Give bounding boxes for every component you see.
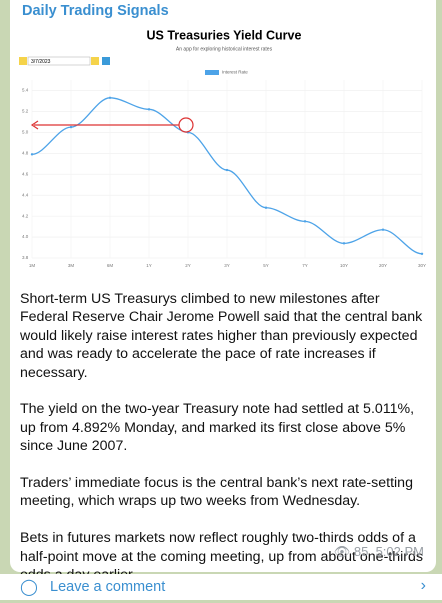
y-tick-label: 4.4 <box>22 192 29 197</box>
chart-subtitle: An app for exploring historical interest… <box>176 46 273 52</box>
views: 85 <box>353 544 369 559</box>
paragraph: The yield on the two-year Treasury note … <box>20 401 415 455</box>
x-tick-label: 3Y <box>224 263 230 268</box>
point <box>420 252 424 256</box>
y-tick-label: 4.8 <box>22 150 29 155</box>
point <box>108 96 112 100</box>
x-tick-label: 6M <box>107 263 114 268</box>
x-tick-label: 30Y <box>418 263 426 268</box>
y-tick-label: 5.0 <box>22 130 29 135</box>
paragraph: Traders’ immediate focus is the central … <box>20 475 413 510</box>
point <box>147 108 151 111</box>
y-tick-label: 3.8 <box>22 255 29 260</box>
date-input[interactable] <box>27 56 91 66</box>
point <box>342 242 346 245</box>
point <box>30 153 34 156</box>
calendar-button[interactable] <box>102 57 110 65</box>
y-tick-label: 4.2 <box>22 213 29 218</box>
point <box>264 206 268 209</box>
chart: US Treasuries Yield Curve An app for exp… <box>16 24 432 272</box>
arrow-head <box>30 120 39 130</box>
point <box>303 220 307 223</box>
x-tick-label: 3M <box>68 263 75 268</box>
channel-name[interactable]: Daily Trading Signals <box>22 3 169 19</box>
point <box>381 228 385 231</box>
paragraph: Short-term US Treasurys climbed to new m… <box>20 291 423 381</box>
time: 5:02 PM <box>375 544 424 559</box>
message-text: Short-term US Treasurys climbed to new m… <box>20 290 430 603</box>
point <box>225 168 229 172</box>
next-button[interactable] <box>91 57 99 65</box>
point <box>69 125 73 129</box>
x-tick-label: 20Y <box>379 263 387 268</box>
y-tick-label: 5.4 <box>22 88 29 93</box>
legend-label: Interest Rate <box>222 70 248 75</box>
x-tick-label: 1M <box>29 263 36 268</box>
legend-swatch <box>205 70 219 75</box>
comment-bar[interactable]: ◯ Leave a comment › <box>0 574 442 600</box>
chart-title: US Treasuries Yield Curve <box>147 28 302 42</box>
x-tick-label: 1Y <box>146 263 152 268</box>
y-tick-label: 4.0 <box>22 234 29 239</box>
x-tick-label: 10Y <box>340 263 348 268</box>
y-tick-label: 5.2 <box>22 109 29 114</box>
date: 3/7/2023 <box>31 59 51 65</box>
comment-icon: ◯ <box>20 579 38 596</box>
y-tick-label: 4.6 <box>22 171 29 176</box>
prev-button[interactable] <box>19 57 27 65</box>
chart-bg <box>16 24 432 272</box>
message-meta: 👁 85 5:02 PM <box>333 544 424 559</box>
x-tick-label: 5Y <box>263 263 269 268</box>
leave-comment[interactable]: Leave a comment <box>50 579 166 595</box>
x-tick-label: 7Y <box>302 263 308 268</box>
x-tick-label: 2Y <box>185 263 191 268</box>
chevron: › <box>420 577 426 594</box>
